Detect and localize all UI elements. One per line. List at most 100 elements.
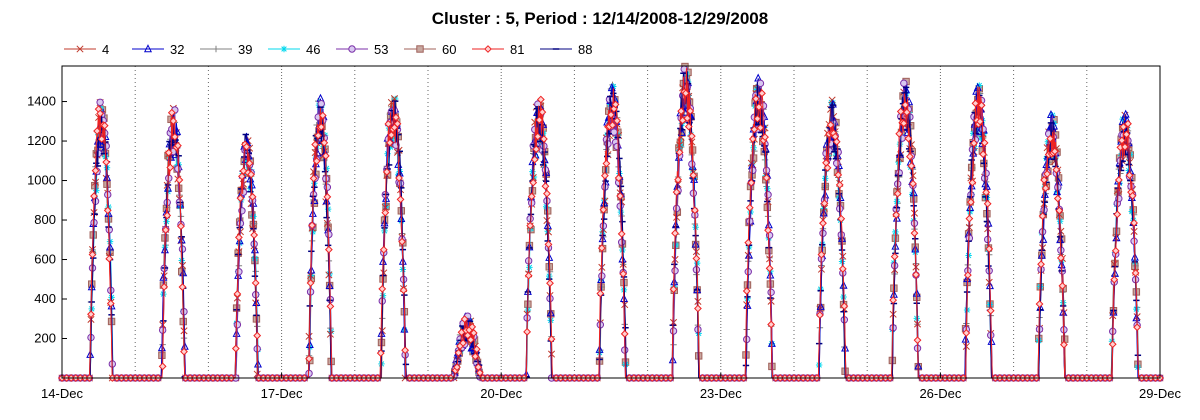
legend-label: 81 bbox=[510, 41, 525, 57]
data-point bbox=[538, 108, 547, 117]
data-point bbox=[611, 100, 620, 109]
data-point bbox=[231, 344, 240, 353]
data-point bbox=[544, 240, 553, 249]
data-point bbox=[753, 114, 762, 123]
data-point bbox=[597, 244, 606, 252]
data-point bbox=[1124, 119, 1132, 128]
data-point bbox=[600, 171, 609, 180]
data-point bbox=[382, 167, 391, 176]
data-point bbox=[982, 188, 991, 197]
data-point bbox=[91, 166, 100, 175]
data-point bbox=[106, 299, 115, 308]
legend-label: 39 bbox=[238, 41, 253, 57]
data-point bbox=[893, 189, 902, 198]
data-point bbox=[838, 264, 847, 273]
data-point bbox=[392, 113, 400, 122]
data-point bbox=[1040, 176, 1049, 184]
data-point bbox=[909, 179, 917, 188]
data-point bbox=[694, 304, 702, 313]
data-point bbox=[687, 132, 696, 141]
data-point bbox=[963, 271, 972, 280]
data-point bbox=[1130, 219, 1138, 227]
data-point bbox=[834, 171, 843, 179]
data-point bbox=[233, 290, 242, 298]
data-point bbox=[968, 178, 977, 187]
data-point bbox=[756, 79, 765, 88]
data-point bbox=[396, 195, 405, 204]
data-point bbox=[607, 110, 615, 119]
data-point bbox=[681, 89, 690, 98]
series-layer bbox=[58, 62, 1164, 382]
data-point bbox=[742, 287, 751, 295]
data-point bbox=[748, 135, 757, 143]
data-point bbox=[819, 219, 827, 228]
legend-label: 53 bbox=[374, 41, 389, 57]
data-point bbox=[527, 192, 536, 201]
data-point bbox=[899, 119, 908, 128]
legend-item: 46 bbox=[266, 40, 334, 58]
data-point bbox=[97, 135, 106, 143]
x-tick-label: 20-Dec bbox=[480, 386, 522, 401]
data-point bbox=[96, 98, 104, 107]
data-point bbox=[671, 267, 679, 275]
data-point bbox=[306, 279, 315, 287]
data-point bbox=[980, 138, 989, 147]
data-point bbox=[608, 121, 617, 130]
data-point bbox=[750, 125, 759, 134]
data-point bbox=[177, 222, 185, 231]
data-point bbox=[467, 343, 476, 352]
data-point bbox=[474, 363, 483, 372]
legend-label: 46 bbox=[306, 41, 321, 57]
data-point bbox=[690, 206, 699, 215]
data-point bbox=[966, 198, 975, 207]
data-point bbox=[913, 336, 922, 345]
data-point bbox=[160, 282, 169, 291]
data-point bbox=[961, 334, 970, 343]
data-point bbox=[1121, 142, 1129, 151]
legend-item: 39 bbox=[198, 40, 266, 58]
data-point bbox=[247, 170, 256, 179]
legend-swatch bbox=[64, 45, 96, 53]
data-point bbox=[1114, 176, 1123, 184]
data-point bbox=[233, 320, 242, 329]
data-point bbox=[755, 103, 763, 111]
data-point bbox=[453, 363, 461, 372]
data-point bbox=[620, 329, 629, 338]
data-point bbox=[164, 148, 173, 157]
data-point bbox=[983, 199, 992, 208]
legend-item: 53 bbox=[334, 40, 402, 58]
data-point bbox=[466, 335, 475, 344]
data-point bbox=[607, 83, 616, 92]
legend-marker bbox=[143, 44, 153, 53]
data-point bbox=[671, 229, 679, 238]
data-point bbox=[686, 107, 695, 115]
data-point bbox=[674, 175, 683, 184]
data-point bbox=[523, 327, 532, 336]
data-point bbox=[387, 131, 396, 139]
data-point bbox=[532, 145, 541, 154]
data-point bbox=[93, 187, 100, 194]
data-point bbox=[1121, 109, 1130, 118]
data-point bbox=[767, 288, 775, 297]
data-point bbox=[749, 166, 757, 175]
legend-label: 4 bbox=[102, 41, 110, 57]
data-point bbox=[158, 362, 167, 371]
data-point bbox=[472, 345, 481, 354]
data-point bbox=[463, 331, 472, 340]
y-tick-label: 1200 bbox=[27, 133, 56, 148]
data-point bbox=[817, 250, 826, 259]
legend-marker bbox=[212, 45, 220, 53]
legend-marker bbox=[76, 45, 84, 53]
data-point bbox=[1052, 165, 1061, 174]
data-point bbox=[385, 138, 394, 147]
data-point bbox=[317, 100, 325, 108]
data-point bbox=[979, 125, 987, 133]
data-point bbox=[1133, 323, 1142, 332]
data-point bbox=[309, 174, 318, 183]
data-point bbox=[1053, 187, 1062, 196]
data-point bbox=[248, 192, 257, 201]
data-point bbox=[379, 245, 388, 254]
data-point bbox=[530, 155, 539, 164]
data-point bbox=[459, 339, 467, 347]
data-point bbox=[308, 221, 317, 230]
